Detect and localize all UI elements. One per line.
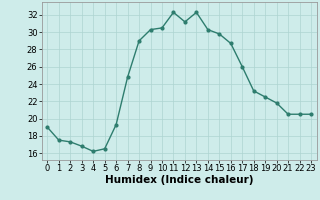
- X-axis label: Humidex (Indice chaleur): Humidex (Indice chaleur): [105, 175, 253, 185]
